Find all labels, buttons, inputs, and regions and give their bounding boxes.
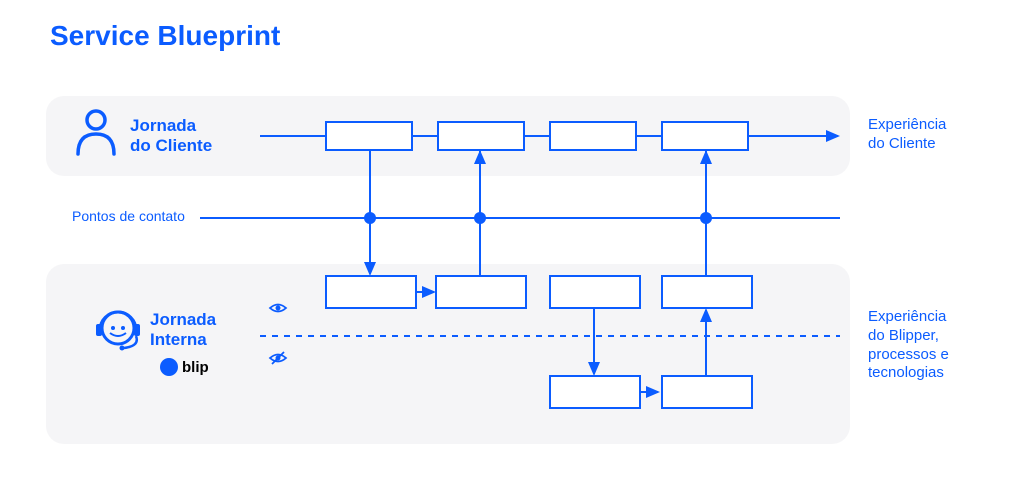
lane-title-interna-l1: Jornada (150, 310, 216, 330)
side-label-cliente-l1: Experiência (868, 116, 946, 135)
contact-points-label: Pontos de contato (72, 208, 185, 224)
lane-title-cliente: Jornada do Cliente (130, 116, 212, 157)
lane-title-cliente-l1: Jornada (130, 116, 212, 136)
lane-title-cliente-l2: do Cliente (130, 136, 212, 156)
side-label-cliente: Experiência do Cliente (868, 116, 946, 154)
swimlane-interna (46, 264, 850, 444)
blip-logo: blip (160, 358, 209, 376)
side-label-interna: Experiência do Blipper, processos e tecn… (868, 308, 949, 383)
blip-text: blip (182, 359, 209, 376)
side-label-interna-l2: do Blipper, (868, 327, 949, 346)
side-label-interna-l3: processos e (868, 346, 949, 365)
lane-title-interna: Jornada Interna (150, 310, 216, 351)
side-label-interna-l4: tecnologias (868, 364, 949, 383)
side-label-cliente-l2: do Cliente (868, 135, 946, 154)
lane-title-interna-l2: Interna (150, 330, 216, 350)
blip-bubble-icon (160, 358, 178, 376)
side-label-interna-l1: Experiência (868, 308, 949, 327)
page-title: Service Blueprint (50, 20, 280, 52)
